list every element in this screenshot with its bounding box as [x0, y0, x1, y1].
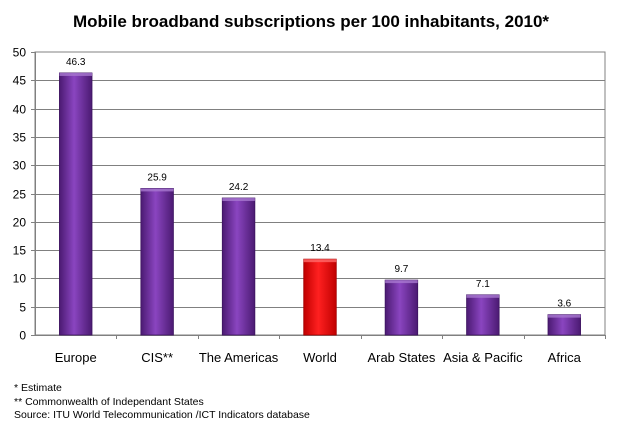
bar-asia-pacific	[466, 294, 500, 336]
y-tick-label: 25	[13, 188, 27, 202]
data-label-africa: 3.6	[557, 299, 571, 310]
x-tick-label-africa: Africa	[548, 350, 582, 365]
y-tick-label: 10	[13, 272, 27, 286]
bar-cap-africa	[548, 314, 581, 318]
bars	[59, 72, 581, 336]
note-cis: ** Commonwealth of Independant States	[14, 395, 204, 408]
data-label-the-americas: 24.2	[229, 182, 249, 193]
bar-cap-arab-states	[385, 280, 418, 284]
x-tick-label-the-americas: The Americas	[199, 350, 279, 365]
x-tick-label-cis: CIS**	[141, 350, 173, 365]
y-tick-label: 30	[13, 159, 27, 173]
axes: 0 5 10 15 20 25 30 35 40 45 50	[13, 46, 606, 343]
bar-the-americas	[221, 197, 256, 336]
y-tick-label: 20	[13, 216, 27, 230]
x-tick-label-arab-states: Arab States	[367, 350, 435, 365]
bar-europe	[59, 72, 93, 336]
bar-cap-the-americas	[222, 198, 255, 202]
data-label-asia-pacific: 7.1	[476, 279, 490, 290]
chart-title: Mobile broadband subscriptions per 100 i…	[72, 12, 550, 31]
y-tick-label: 50	[13, 46, 27, 60]
bar-cap-europe	[59, 72, 92, 76]
y-tick-label: 5	[19, 301, 26, 315]
x-tick-label-world: World	[303, 350, 337, 365]
data-label-europe: 46.3	[66, 57, 86, 68]
bar-cis	[140, 188, 174, 336]
bar-cap-world	[303, 259, 337, 263]
bar-arab-states	[384, 279, 419, 336]
x-tick-label-asia-pacific: Asia & Pacific	[443, 350, 523, 365]
data-label-arab-states: 9.7	[394, 264, 408, 275]
x-tick-label-europe: Europe	[55, 350, 97, 365]
bar-world	[303, 258, 337, 336]
bar-africa	[547, 314, 581, 336]
y-tick-label: 45	[13, 74, 27, 88]
data-label-cis: 25.9	[147, 172, 167, 183]
y-tick-label: 15	[13, 244, 27, 258]
y-tick-label: 35	[13, 131, 27, 145]
bar-cap-cis	[140, 188, 174, 192]
chart-notes: * Estimate ** Commonwealth of Independan…	[14, 382, 310, 423]
note-source: Source: ITU World Telecommunication /ICT…	[14, 409, 310, 421]
note-estimate: * Estimate	[14, 382, 62, 394]
y-tick-label: 40	[13, 103, 27, 117]
bar-cap-asia-pacific	[466, 294, 500, 298]
y-tick-label: 0	[19, 329, 26, 343]
data-label-world: 13.4	[310, 243, 330, 254]
labels: 46.3 Europe 25.9 CIS** 24.2 The Americas 13.4 W…	[55, 57, 582, 365]
